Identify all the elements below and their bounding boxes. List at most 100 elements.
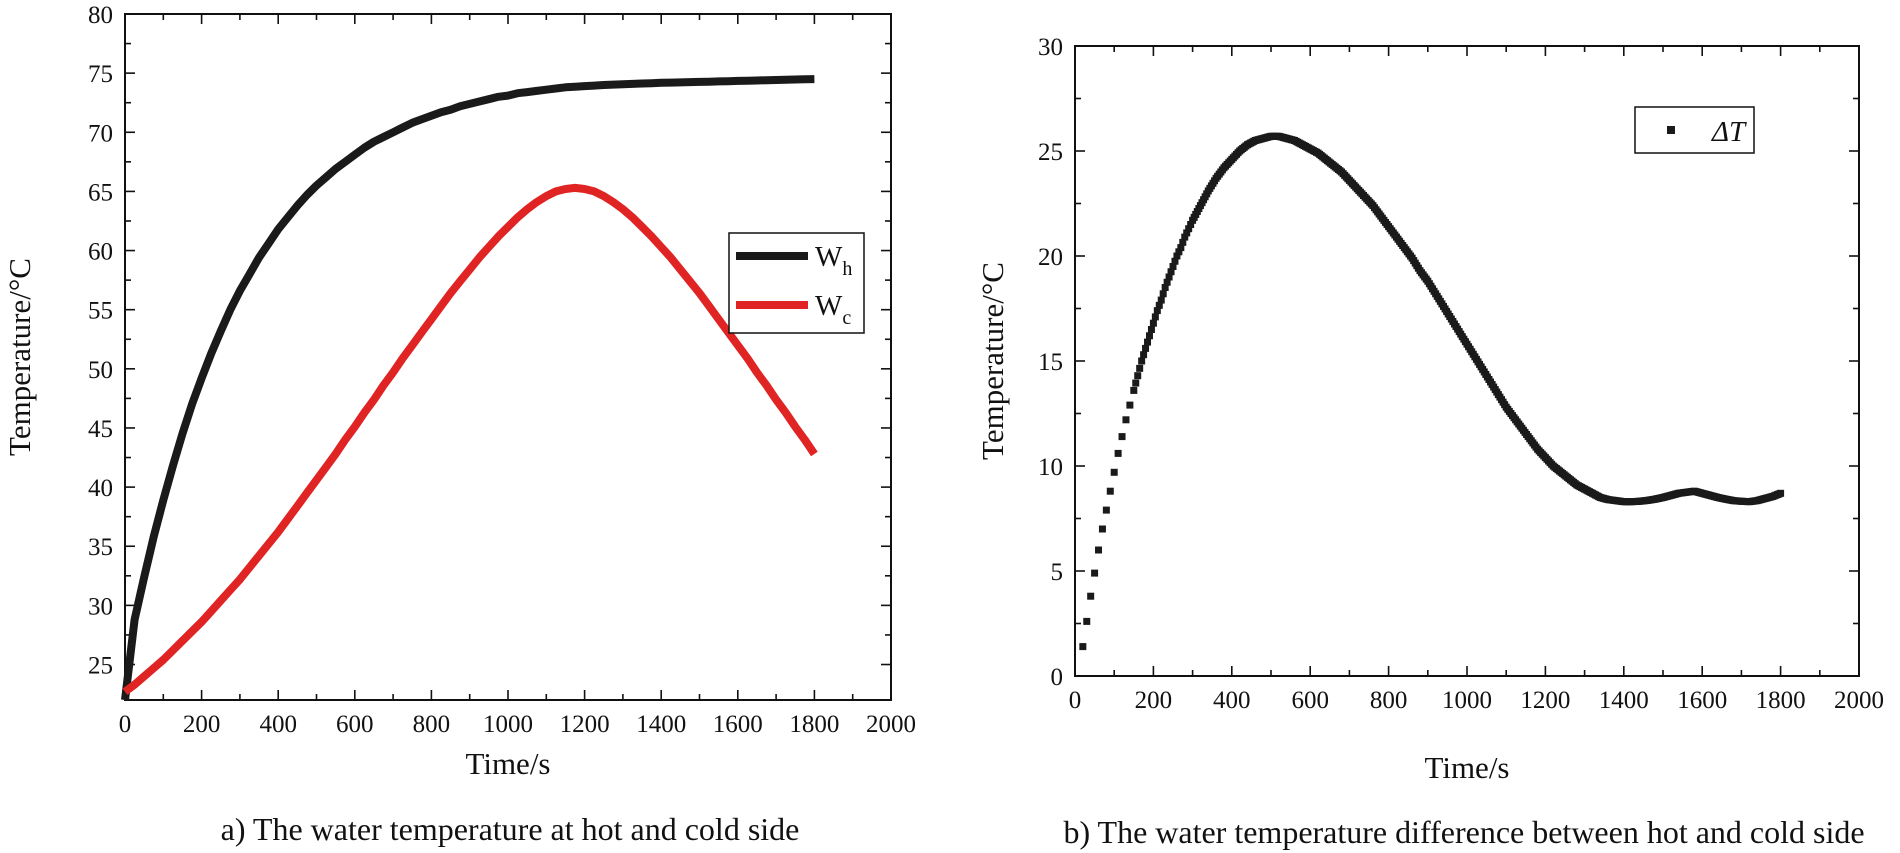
chart-b-xtick-label: 1600	[1677, 687, 1727, 714]
chart-b-xtick-label: 2000	[1834, 687, 1884, 714]
legend-wh-sub: h	[842, 258, 852, 280]
chart-b-ytick-label: 20	[1038, 244, 1063, 271]
chart-b-ytick-label: 30	[1038, 34, 1063, 61]
chart-a-ytick-label: 80	[88, 2, 113, 29]
chart-b-point	[1169, 263, 1177, 270]
chart-b-point	[1140, 351, 1148, 359]
chart-a-xtick-label: 1200	[560, 711, 610, 738]
chart-a-xtick-label: 800	[413, 711, 451, 738]
chart-a-xtick-label: 1000	[483, 711, 533, 738]
chart-b-point	[1187, 221, 1195, 228]
chart-a-ytick-label: 30	[88, 593, 113, 620]
chart-a-ytick-label: 70	[88, 120, 113, 147]
chart-b-point	[1136, 364, 1144, 372]
chart-b-legend: ΔT	[1634, 106, 1755, 154]
chart-b-point	[1098, 525, 1106, 533]
chart-a-xtick-label: 200	[183, 711, 221, 738]
chart-b-point	[1114, 449, 1122, 457]
chart-a-legend-box	[728, 232, 865, 334]
chart-b-xtick-label: 0	[1069, 687, 1082, 714]
chart-a-xtick-label: 600	[336, 711, 374, 738]
chart-a-ytick-label: 35	[88, 534, 113, 561]
chart-b-xtick-label: 1200	[1520, 687, 1570, 714]
chart-b-point	[1151, 313, 1159, 321]
chart-a-xtick-label: 400	[259, 711, 297, 738]
chart-a-ytick-label: 60	[88, 239, 113, 266]
chart-b-point	[1079, 643, 1087, 651]
chart-b-point	[1177, 244, 1185, 252]
chart-b-point	[1122, 416, 1130, 424]
chart-b-ytick-label: 0	[1051, 664, 1064, 691]
chart-a: 0 200 400 600 800 1000 1200 1400 1600 1800 2000 25…	[2, 2, 916, 847]
chart-a-xtick-label: 1800	[789, 711, 839, 738]
legend-wc-name: W	[815, 290, 843, 322]
chart-b-point	[1132, 379, 1140, 387]
chart-b-point	[1126, 401, 1134, 409]
chart-a-caption: a) The water temperature at hot and cold…	[221, 811, 800, 847]
legend-dt-label: ΔT	[1711, 116, 1747, 148]
chart-b-point	[1102, 506, 1110, 514]
chart-b-xtick-label: 800	[1370, 687, 1408, 714]
chart-a-xtick-label: 2000	[866, 711, 916, 738]
chart-b-xtick-label: 1400	[1599, 687, 1649, 714]
chart-a-xlabel: Time/s	[465, 746, 550, 781]
chart-b-ytick-label: 15	[1038, 349, 1063, 376]
chart-a-legend: Wh Wc	[728, 232, 865, 334]
chart-b-point	[1183, 229, 1191, 237]
chart-b-point	[1173, 252, 1181, 260]
chart-b-xtick-label: 400	[1213, 687, 1251, 714]
chart-b-ytick-label: 25	[1038, 139, 1063, 166]
chart-b-ytick-label: 10	[1038, 454, 1063, 481]
chart-a-ytick-label: 45	[88, 416, 113, 443]
chart-b-point	[1110, 468, 1118, 476]
chart-b-point	[1134, 372, 1142, 380]
chart-b-xtick-label: 1000	[1442, 687, 1492, 714]
chart-b-point	[1185, 225, 1193, 233]
chart-b-point	[1171, 257, 1179, 265]
legend-dt-swatch	[1667, 126, 1675, 134]
chart-b-point	[1153, 307, 1161, 315]
chart-b-point	[1087, 592, 1095, 600]
chart-b-legend-box	[1634, 106, 1755, 154]
chart-a-ytick-label: 25	[88, 653, 113, 680]
chart-b-point	[1179, 238, 1187, 246]
chart-b-point	[1130, 386, 1138, 394]
chart-b-point	[1091, 569, 1099, 577]
chart-b-point	[1138, 357, 1146, 365]
chart-b-xlabel: Time/s	[1424, 750, 1509, 785]
chart-b-point	[1144, 338, 1152, 346]
chart-b-point	[1147, 326, 1155, 333]
chart-b-point	[1149, 319, 1157, 327]
chart-a-frame	[124, 13, 892, 701]
legend-wh-name: W	[815, 241, 843, 273]
chart-b-point	[1777, 489, 1785, 497]
chart-b-point	[1142, 344, 1150, 352]
chart-b-xtick-label: 200	[1135, 687, 1173, 714]
chart-b-ytick-label: 5	[1051, 559, 1064, 586]
chart-b-point	[1181, 233, 1189, 241]
legend-wc-sub: c	[842, 307, 851, 329]
chart-a-xtick-label: 1600	[713, 711, 763, 738]
chart-b-point	[1118, 433, 1126, 441]
chart-a-ytick-label: 50	[88, 357, 113, 384]
chart-a-ytick-label: 75	[88, 61, 113, 88]
legend-wh-label: Wh	[815, 241, 852, 280]
chart-b-ylabel: Temperature/°C	[975, 262, 1010, 460]
chart-a-ytick-label: 55	[88, 298, 113, 325]
chart-b-point	[1159, 290, 1167, 298]
chart-b-xtick-label: 1800	[1756, 687, 1806, 714]
chart-b-point	[1157, 296, 1165, 304]
chart-b-point	[1167, 268, 1175, 276]
chart-b-point	[1145, 332, 1153, 340]
chart-b-point	[1163, 278, 1171, 286]
chart-a-ylabel: Temperature/°C	[2, 258, 37, 456]
chart-a-xtick-label: 0	[119, 711, 132, 738]
chart-a-series-wh	[121, 75, 815, 701]
chart-a-ytick-label: 40	[88, 475, 113, 502]
chart-b-point	[1155, 301, 1163, 309]
chart-b-xtick-label: 600	[1291, 687, 1329, 714]
chart-b-point	[1106, 487, 1114, 495]
chart-a-xtick-label: 1400	[636, 711, 686, 738]
chart-a-ytick-label: 65	[88, 179, 113, 206]
